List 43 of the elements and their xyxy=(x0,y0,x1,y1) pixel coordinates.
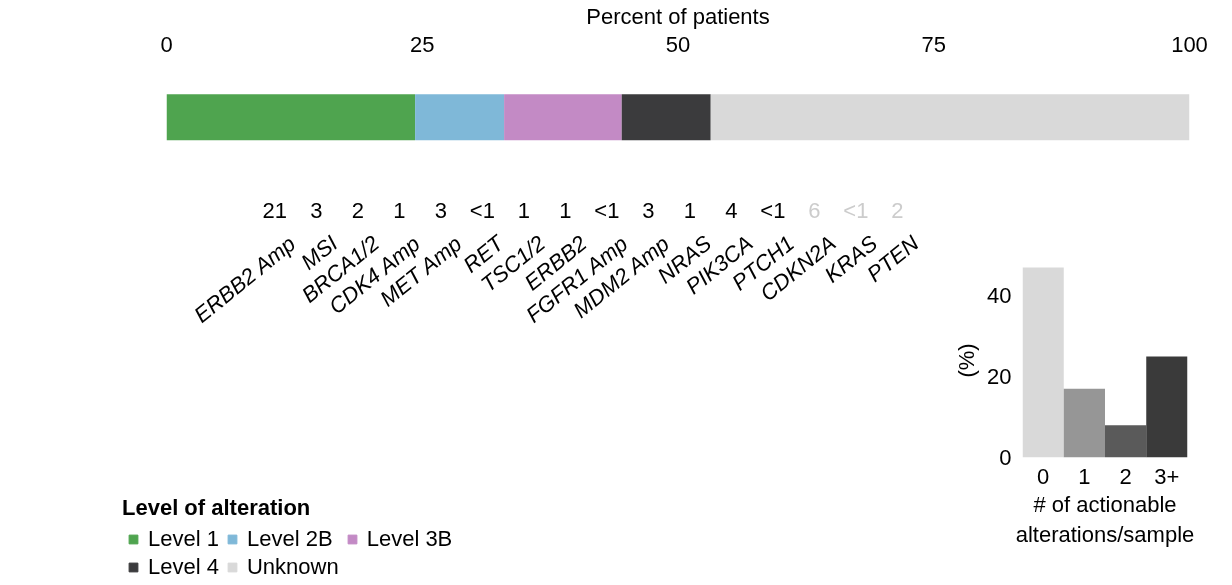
text: <1 xyxy=(469,198,495,223)
bar xyxy=(1105,425,1147,458)
legend-title: Level of alteration xyxy=(122,495,312,521)
x-tick-label: 3+ xyxy=(1154,463,1180,489)
text: 1 xyxy=(393,198,406,223)
text: 4 xyxy=(725,198,738,223)
x-tick-label: 50 xyxy=(665,31,691,57)
y-tick-label: 20 xyxy=(987,364,1012,390)
y-axis-title: (%) xyxy=(954,343,980,378)
text: 21 xyxy=(262,198,288,223)
text: 3 xyxy=(310,198,323,223)
x-axis-title: # of actionable alterations/sample xyxy=(1015,491,1195,547)
text: <1 xyxy=(760,198,786,223)
x-tick-label: 2 xyxy=(1119,463,1132,489)
legend-label: Level 2B xyxy=(246,526,333,552)
legend-label: Level 4 xyxy=(148,554,219,580)
legend-label: Level 3B xyxy=(366,526,453,552)
text: 2 xyxy=(351,198,364,223)
x-axis-title: Percent of patients xyxy=(586,3,770,29)
bar xyxy=(504,94,622,141)
bar xyxy=(1063,388,1105,458)
text: 3 xyxy=(434,198,447,223)
legend-label: Level 1 xyxy=(148,526,219,552)
bar xyxy=(710,94,1190,141)
text: 1 xyxy=(517,198,530,223)
y-tick-label: 0 xyxy=(999,445,1012,470)
x-tick-label: 25 xyxy=(410,31,435,57)
text: 1 xyxy=(683,198,697,223)
bar xyxy=(1146,356,1188,458)
text: <1 xyxy=(594,198,620,223)
x-tick-label: 1 xyxy=(1078,463,1091,489)
x-tick-label: 100 xyxy=(1171,31,1208,57)
x-tick-label: 75 xyxy=(921,31,946,57)
text: 1 xyxy=(559,198,572,223)
bar xyxy=(621,94,711,141)
y-tick-label: 40 xyxy=(987,283,1012,309)
bar xyxy=(166,94,416,141)
bar xyxy=(1022,267,1064,458)
x-tick-label: 0 xyxy=(1037,463,1050,489)
text: 3 xyxy=(642,198,655,223)
bar xyxy=(415,94,505,141)
legend-label: Unknown xyxy=(246,554,339,580)
x-tick-label: 0 xyxy=(160,31,173,57)
